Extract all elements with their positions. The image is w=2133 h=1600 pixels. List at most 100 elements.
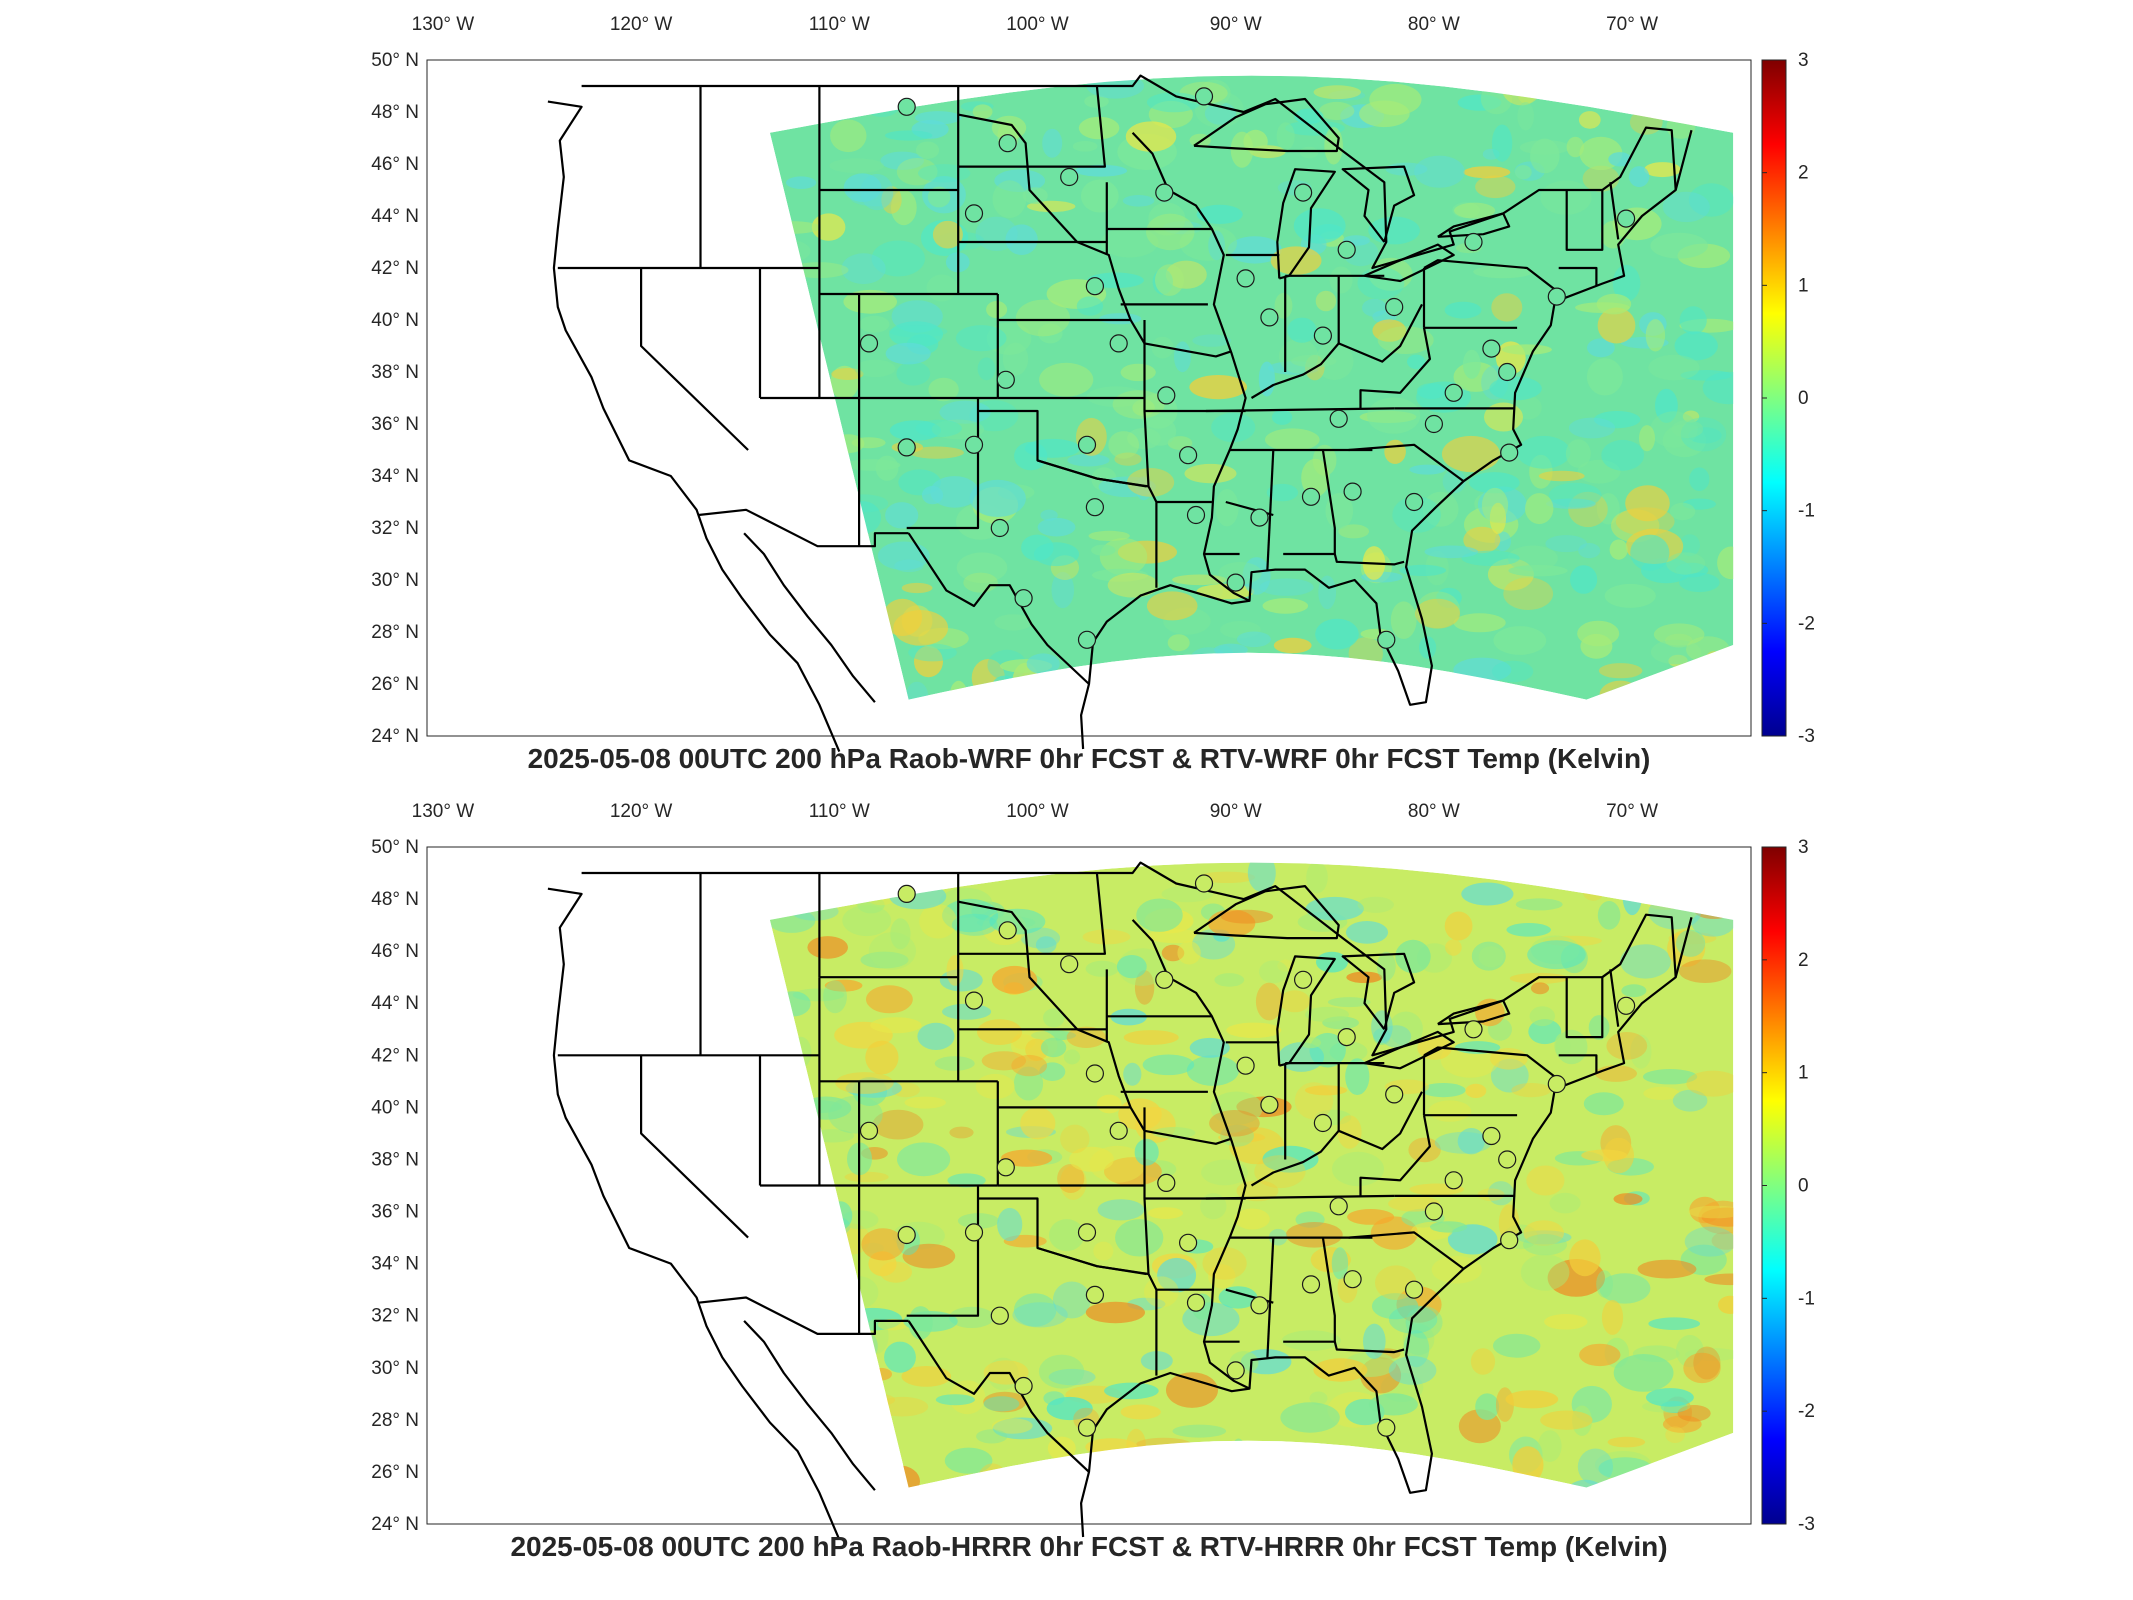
raob-station-marker (1377, 630, 1396, 649)
field-patch (1255, 982, 1283, 1021)
field-patch (1667, 929, 1706, 967)
raob-station-marker (1085, 277, 1105, 296)
field-patch (1613, 1193, 1643, 1205)
field-patch (1529, 1006, 1556, 1027)
field-patch (1682, 410, 1700, 423)
field-patch (947, 1173, 986, 1188)
raob-station-marker (1077, 630, 1097, 649)
field-patch (1436, 587, 1462, 608)
field-patch (1502, 344, 1552, 355)
field-patch (1134, 1138, 1159, 1166)
field-patch (1371, 1293, 1419, 1320)
field-patch (997, 1207, 1023, 1242)
raob-station-marker (897, 438, 916, 457)
raob-station-marker (1060, 955, 1079, 974)
field-patch (842, 905, 892, 937)
field-patch (1157, 1257, 1197, 1293)
field-patch (1086, 386, 1146, 408)
field-patch (931, 419, 985, 440)
field-patch (1259, 960, 1288, 984)
field-patch (1122, 195, 1155, 207)
raob-station-marker (1226, 573, 1245, 592)
field-patch (1514, 165, 1532, 180)
field-patch (1020, 1107, 1056, 1140)
field-patch (843, 289, 897, 314)
river-boundary (1250, 303, 1423, 399)
longitude-label: 100° W (1006, 801, 1069, 822)
latitude-label: 42° N (371, 1045, 419, 1066)
field-patch (1520, 1254, 1570, 1291)
field-patch (935, 1394, 976, 1406)
raob-station-marker (1260, 308, 1279, 327)
field-patch (914, 645, 943, 678)
field-patch (1038, 323, 1063, 344)
raob-station-marker (897, 1225, 916, 1245)
field-patch (1662, 191, 1710, 223)
field-patch (1628, 166, 1650, 188)
field-patch (1416, 591, 1460, 629)
colorbar-tick-label: 0 (1798, 1176, 1809, 1197)
field-patch (1588, 1015, 1610, 1040)
field-patch (1580, 633, 1613, 659)
field-patch (1505, 1390, 1559, 1409)
raob-station-marker (1077, 1418, 1097, 1437)
field-patch (1069, 1146, 1114, 1172)
field-patch (1285, 1222, 1343, 1248)
field-patch (1186, 1055, 1239, 1086)
field-patch (1428, 1100, 1472, 1122)
field-patch (844, 1171, 889, 1183)
field-patch (1052, 1281, 1091, 1319)
state-boundary (1359, 327, 1431, 409)
coastline (1341, 952, 1416, 1030)
field-patch (977, 1019, 1023, 1045)
field-patch (1227, 236, 1282, 264)
field-patch (969, 479, 1026, 517)
field-patch (1331, 1247, 1349, 1280)
field-patch (1430, 1221, 1468, 1233)
raob-station-marker (1155, 970, 1174, 989)
field-patch (1511, 1083, 1552, 1098)
colorbar-tick-label: -1 (1798, 1288, 1815, 1309)
raob-station-marker (1109, 334, 1128, 353)
field-patch (1643, 1086, 1680, 1100)
field-patch (1091, 544, 1116, 556)
colorbar-tick-label: -1 (1798, 501, 1815, 522)
raob-station-marker (1313, 1113, 1333, 1133)
field-patch (1295, 1211, 1325, 1228)
field-patch (991, 1418, 1033, 1434)
colorbar-tick-label: 2 (1798, 950, 1809, 971)
field-patch (1414, 598, 1461, 629)
field-patch (905, 681, 929, 700)
raob-station-marker (1085, 1285, 1105, 1305)
field-patch (1280, 1402, 1340, 1433)
raob-station-marker (1385, 1085, 1404, 1104)
raob-station-marker (1444, 1171, 1463, 1190)
latitude-label: 24° N (371, 726, 419, 747)
state-boundary (1423, 259, 1562, 295)
field-patch (1598, 663, 1643, 679)
field-patch (1146, 591, 1198, 621)
field-patch (1372, 319, 1407, 342)
field-patch (1011, 1054, 1048, 1077)
field-patch (963, 572, 998, 593)
field-patch (956, 552, 1008, 583)
state-boundary (1283, 1237, 1336, 1343)
field-patch (1039, 362, 1094, 397)
state-boundary (1348, 443, 1465, 483)
latitude-label: 28° N (371, 622, 419, 643)
field-patch (1683, 1352, 1721, 1384)
field-patch (1578, 543, 1601, 559)
field-patch (1301, 458, 1330, 497)
latitude-label: 26° N (371, 1462, 419, 1483)
field-patch (1270, 246, 1322, 275)
field-patch (1076, 296, 1104, 316)
field-patch (1665, 1426, 1685, 1443)
field-patch (1596, 1270, 1613, 1298)
field-patch (1198, 871, 1256, 883)
latitude-label: 34° N (371, 1254, 419, 1275)
latitude-label: 50° N (371, 837, 419, 858)
field-patch (889, 325, 948, 338)
field-patch (908, 1306, 933, 1340)
field-patch (1621, 984, 1647, 998)
